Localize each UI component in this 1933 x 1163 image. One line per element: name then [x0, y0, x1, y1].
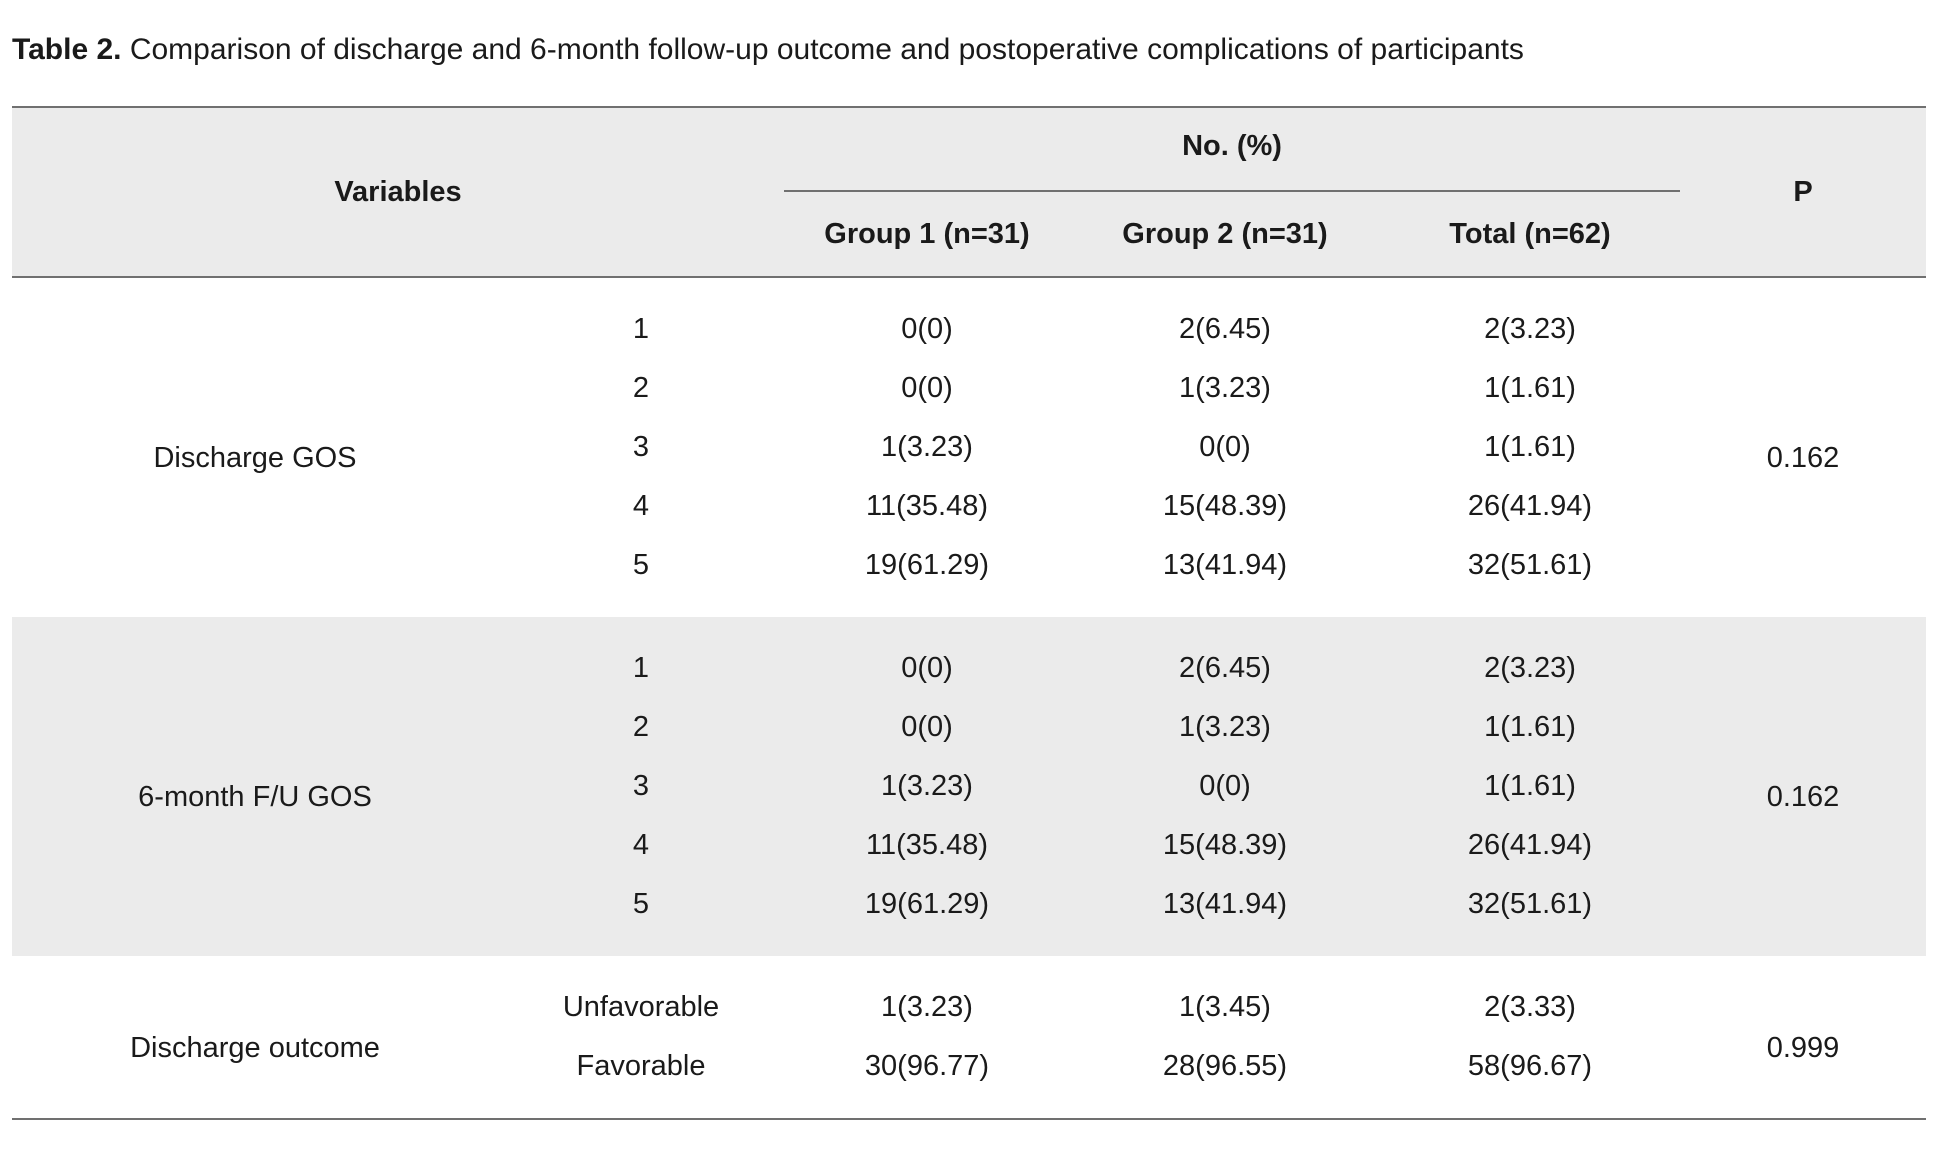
- block-discharge-gos: Discharge GOS 1 0(0) 2(6.45) 2(3.23) 0.1…: [12, 277, 1926, 617]
- table-row: 4 11(35.48) 15(48.39) 26(41.94): [12, 477, 1926, 536]
- table-row: Discharge outcome Unfavorable 1(3.23) 1(…: [12, 956, 1926, 1064]
- total-cell: 2(3.33): [1484, 991, 1576, 1023]
- header-group1: Group 1 (n=31): [784, 192, 1070, 277]
- group2-cell: 2(6.45): [1179, 313, 1271, 345]
- header-group-label-text: No. (%): [1182, 129, 1282, 162]
- header-group-label: No. (%): [784, 107, 1681, 192]
- level-cell: 2: [498, 698, 784, 757]
- total-cell: 1(1.61): [1484, 372, 1576, 404]
- total-cell: 32(51.61): [1380, 875, 1681, 956]
- group1-cell: 0(0): [784, 617, 1070, 698]
- group2-cell: 28(96.55): [1162, 1050, 1288, 1082]
- group2-cell: 2(6.45): [1070, 617, 1380, 698]
- group2-cell: 1(3.45): [1179, 991, 1271, 1023]
- header-total: Total (n=62): [1380, 192, 1681, 277]
- header-variables: Variables: [12, 107, 784, 277]
- p-value: 0.162: [1766, 442, 1840, 474]
- level-cell: 4: [632, 490, 650, 522]
- group1-cell: 0(0): [901, 372, 953, 404]
- table-caption-label: Table 2.: [12, 33, 122, 66]
- group1-cell: 0(0): [901, 313, 953, 345]
- total-cell: 26(41.94): [1467, 490, 1593, 522]
- level-cell: 1: [498, 617, 784, 698]
- group1-cell: 11(35.48): [866, 490, 988, 522]
- level-cell: Unfavorable: [562, 991, 720, 1023]
- total-cell: 1(1.61): [1484, 431, 1576, 463]
- level-cell: Favorable: [576, 1050, 706, 1082]
- group1-cell: 11(35.48): [784, 816, 1070, 875]
- header-group2: Group 2 (n=31): [1070, 192, 1380, 277]
- results-table: Variables No. (%) P Group 1 (n=31) Group…: [12, 106, 1927, 1120]
- group1-cell: 1(3.23): [784, 757, 1070, 816]
- table-row: 3 1(3.23) 0(0) 1(1.61): [12, 757, 1926, 816]
- group1-cell: 1(3.23): [881, 991, 973, 1023]
- header-p: P: [1680, 107, 1927, 277]
- p-value: 0.162: [1680, 617, 1927, 956]
- group2-cell: 1(3.23): [1070, 698, 1380, 757]
- total-cell: 26(41.94): [1380, 816, 1681, 875]
- variable-name: 6-month F/U GOS: [12, 617, 498, 956]
- total-cell: 2(3.23): [1380, 617, 1681, 698]
- variable-name: Discharge outcome: [130, 1031, 380, 1064]
- level-cell: 5: [632, 549, 650, 581]
- variable-name: Discharge GOS: [153, 442, 357, 474]
- group1-cell: 30(96.77): [864, 1050, 990, 1082]
- table-row: Discharge GOS 1 0(0) 2(6.45) 2(3.23) 0.1…: [12, 277, 1926, 474]
- table-row: 5 19(61.29) 13(41.94) 32(51.61): [12, 875, 1926, 956]
- table-caption-text: Comparison of discharge and 6-month foll…: [129, 33, 1524, 66]
- group1-cell: 19(61.29): [784, 875, 1070, 956]
- total-cell: 2(3.23): [1484, 313, 1576, 345]
- block-6-month-gos: 6-month F/U GOS 1 0(0) 2(6.45) 2(3.23) 0…: [12, 617, 1927, 956]
- group2-cell: 13(41.94): [1162, 549, 1288, 581]
- table-row: Favorable 30(96.77) 28(96.55) 58(96.67): [12, 1037, 1927, 1119]
- group2-cell: 0(0): [1070, 757, 1380, 816]
- level-cell: 1: [632, 313, 650, 345]
- table-row: 2 0(0) 1(3.23) 1(1.61): [12, 698, 1926, 757]
- total-cell: 58(96.67): [1467, 1050, 1593, 1082]
- group1-cell: 1(3.23): [881, 431, 973, 463]
- level-cell: 3: [498, 757, 784, 816]
- table-row: 3 1(3.23) 0(0) 1(1.61): [12, 418, 1926, 477]
- table-row: 2 0(0) 1(3.23) 1(1.61): [12, 359, 1926, 418]
- group2-cell: 0(0): [1199, 431, 1251, 463]
- total-cell: 32(51.61): [1467, 549, 1593, 581]
- level-cell: 2: [632, 372, 650, 404]
- group2-cell: 1(3.23): [1179, 372, 1271, 404]
- group1-cell: 19(61.29): [864, 549, 990, 581]
- table-row: 4 11(35.48) 15(48.39) 26(41.94): [12, 816, 1926, 875]
- table-caption: Table 2. Comparison of discharge and 6-m…: [12, 30, 1524, 70]
- level-cell: 5: [498, 875, 784, 956]
- level-cell: 3: [632, 431, 650, 463]
- table-header: Variables No. (%) P Group 1 (n=31) Group…: [12, 107, 1927, 277]
- total-cell: 1(1.61): [1380, 698, 1681, 757]
- header-group-rule: [784, 190, 1681, 192]
- group2-cell: 13(41.94): [1070, 875, 1380, 956]
- group2-cell: 15(48.39): [1070, 816, 1380, 875]
- table-row: 5 19(61.29) 13(41.94) 32(51.61): [12, 536, 1926, 617]
- group1-cell: 0(0): [784, 698, 1070, 757]
- block-discharge-outcome: Discharge outcome Unfavorable 1(3.23) 1(…: [12, 956, 1927, 1119]
- group2-cell: 15(48.39): [1162, 490, 1288, 522]
- total-cell: 1(1.61): [1380, 757, 1681, 816]
- level-cell: 4: [498, 816, 784, 875]
- p-value: 0.999: [1766, 1031, 1840, 1064]
- table-row: 6-month F/U GOS 1 0(0) 2(6.45) 2(3.23) 0…: [12, 617, 1927, 956]
